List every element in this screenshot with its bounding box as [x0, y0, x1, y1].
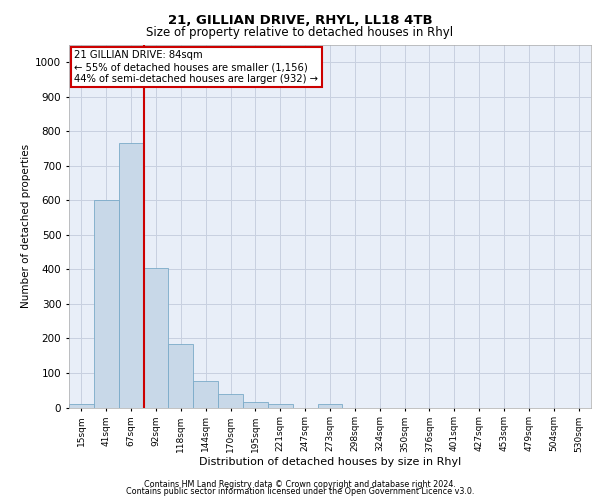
Bar — [143, 268, 169, 408]
Bar — [268, 404, 293, 407]
Bar — [317, 404, 343, 407]
Bar — [119, 144, 143, 408]
Bar — [94, 200, 119, 408]
Text: Contains public sector information licensed under the Open Government Licence v3: Contains public sector information licen… — [126, 487, 474, 496]
Text: Size of property relative to detached houses in Rhyl: Size of property relative to detached ho… — [146, 26, 454, 39]
Bar — [193, 380, 218, 407]
Text: 21, GILLIAN DRIVE, RHYL, LL18 4TB: 21, GILLIAN DRIVE, RHYL, LL18 4TB — [167, 14, 433, 27]
Text: 21 GILLIAN DRIVE: 84sqm
← 55% of detached houses are smaller (1,156)
44% of semi: 21 GILLIAN DRIVE: 84sqm ← 55% of detache… — [74, 50, 318, 84]
Text: Contains HM Land Registry data © Crown copyright and database right 2024.: Contains HM Land Registry data © Crown c… — [144, 480, 456, 489]
Bar — [218, 394, 243, 407]
Bar — [243, 402, 268, 407]
Bar — [169, 344, 193, 407]
Bar — [69, 404, 94, 407]
X-axis label: Distribution of detached houses by size in Rhyl: Distribution of detached houses by size … — [199, 457, 461, 467]
Y-axis label: Number of detached properties: Number of detached properties — [21, 144, 31, 308]
